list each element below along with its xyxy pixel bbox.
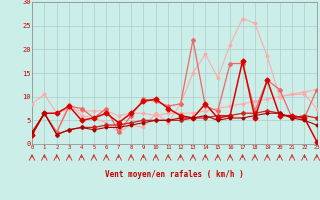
X-axis label: Vent moyen/en rafales ( km/h ): Vent moyen/en rafales ( km/h ) xyxy=(105,170,244,179)
